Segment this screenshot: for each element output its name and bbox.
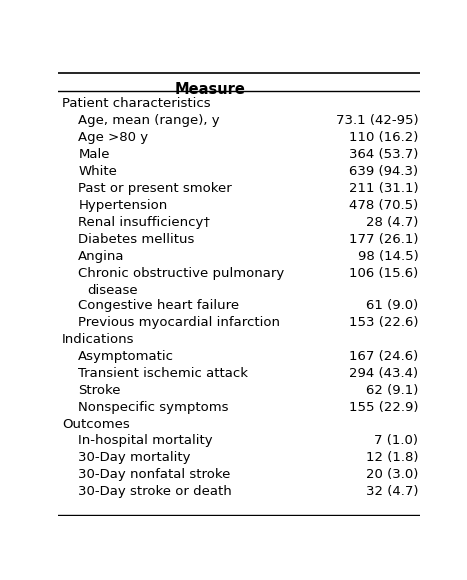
Text: Past or present smoker: Past or present smoker	[78, 182, 232, 195]
Text: Indications: Indications	[62, 333, 134, 346]
Text: In-hospital mortality: In-hospital mortality	[78, 434, 213, 448]
Text: Stroke: Stroke	[78, 383, 121, 397]
Text: 177 (26.1): 177 (26.1)	[349, 233, 418, 246]
Text: Male: Male	[78, 148, 110, 161]
Text: 12 (1.8): 12 (1.8)	[366, 451, 418, 465]
Text: 30-Day stroke or death: 30-Day stroke or death	[78, 485, 232, 498]
Text: Congestive heart failure: Congestive heart failure	[78, 299, 240, 311]
Text: 211 (31.1): 211 (31.1)	[349, 182, 418, 195]
Text: 639 (94.3): 639 (94.3)	[349, 165, 418, 178]
Text: White: White	[78, 165, 117, 178]
Text: Chronic obstructive pulmonary: Chronic obstructive pulmonary	[78, 267, 284, 280]
Text: 20 (3.0): 20 (3.0)	[366, 469, 418, 481]
Text: Nonspecific symptoms: Nonspecific symptoms	[78, 401, 229, 414]
Text: 153 (22.6): 153 (22.6)	[349, 316, 418, 329]
Text: Renal insufficiency†: Renal insufficiency†	[78, 216, 210, 229]
Text: disease: disease	[87, 284, 138, 297]
Text: Age, mean (range), y: Age, mean (range), y	[78, 114, 220, 127]
Text: 32 (4.7): 32 (4.7)	[366, 485, 418, 498]
Text: 155 (22.9): 155 (22.9)	[349, 401, 418, 414]
Text: 7 (1.0): 7 (1.0)	[375, 434, 418, 448]
Text: Asymptomatic: Asymptomatic	[78, 350, 174, 362]
Text: Patient characteristics: Patient characteristics	[62, 97, 211, 110]
Text: Transient ischemic attack: Transient ischemic attack	[78, 367, 248, 379]
Text: Outcomes: Outcomes	[62, 418, 130, 430]
Text: 30-Day nonfatal stroke: 30-Day nonfatal stroke	[78, 469, 231, 481]
Text: 28 (4.7): 28 (4.7)	[366, 216, 418, 229]
Text: 30-Day mortality: 30-Day mortality	[78, 451, 191, 465]
Text: Hypertension: Hypertension	[78, 199, 168, 212]
Text: 294 (43.4): 294 (43.4)	[349, 367, 418, 379]
Text: 110 (16.2): 110 (16.2)	[349, 131, 418, 144]
Text: Angina: Angina	[78, 250, 125, 263]
Text: Age >80 y: Age >80 y	[78, 131, 149, 144]
Text: 98 (14.5): 98 (14.5)	[358, 250, 418, 263]
Text: Diabetes mellitus: Diabetes mellitus	[78, 233, 195, 246]
Text: 61 (9.0): 61 (9.0)	[366, 299, 418, 311]
Text: 167 (24.6): 167 (24.6)	[349, 350, 418, 362]
Text: 364 (53.7): 364 (53.7)	[349, 148, 418, 161]
Text: 73.1 (42-95): 73.1 (42-95)	[336, 114, 418, 127]
Text: Previous myocardial infarction: Previous myocardial infarction	[78, 316, 280, 329]
Text: 62 (9.1): 62 (9.1)	[366, 383, 418, 397]
Text: Measure: Measure	[175, 82, 246, 97]
Text: 106 (15.6): 106 (15.6)	[349, 267, 418, 280]
Text: 478 (70.5): 478 (70.5)	[349, 199, 418, 212]
